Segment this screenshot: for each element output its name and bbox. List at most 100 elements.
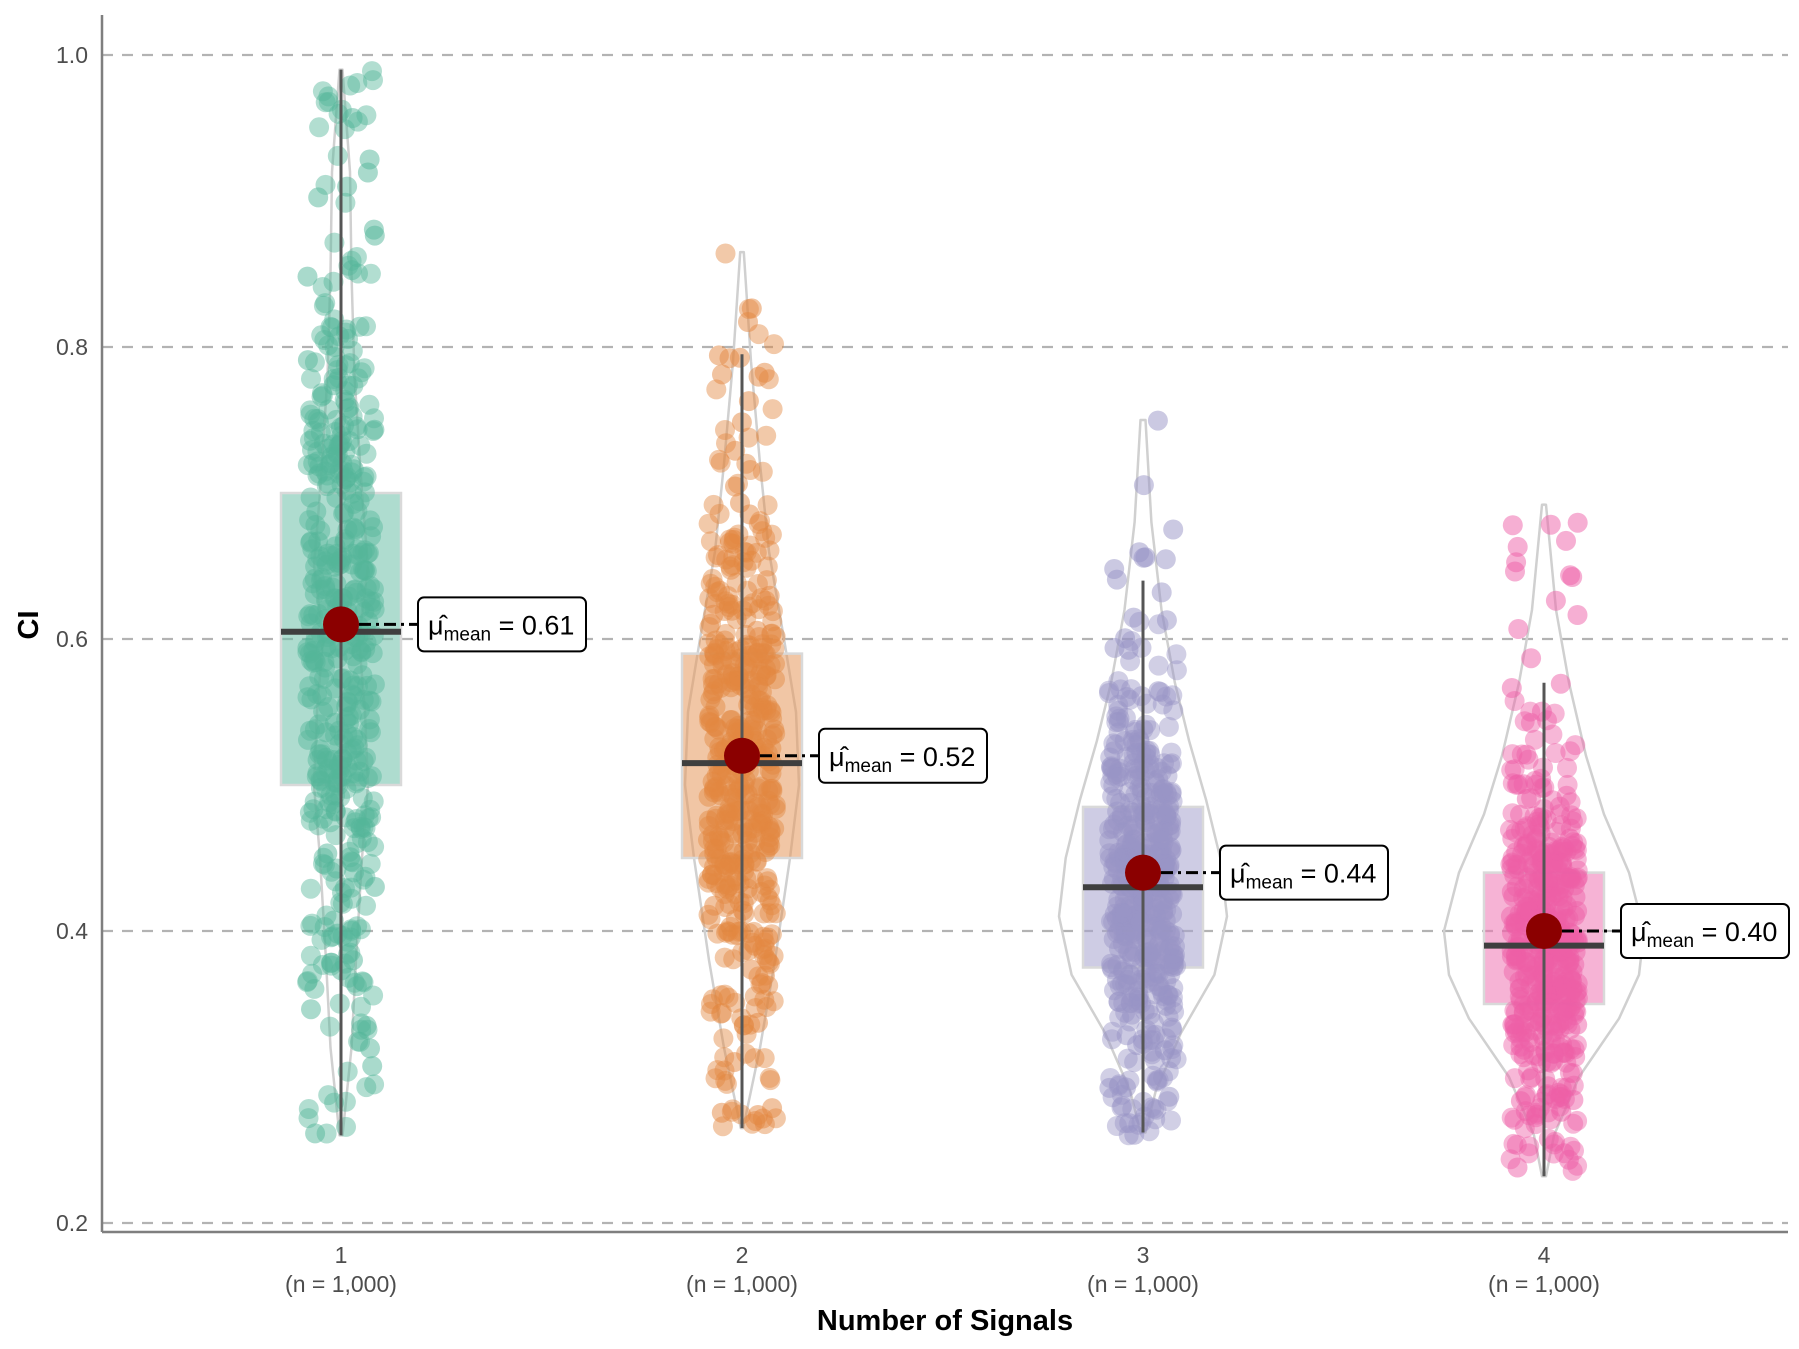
data-point-1 — [307, 684, 327, 704]
data-point-4 — [1515, 966, 1535, 987]
data-point-3 — [1104, 851, 1125, 872]
data-point-2 — [713, 1028, 734, 1049]
data-point-2 — [757, 495, 778, 516]
data-point-4 — [1506, 944, 1527, 965]
data-point-4 — [1501, 946, 1522, 967]
data-point-3 — [1135, 812, 1156, 833]
data-point-1 — [339, 841, 360, 862]
data-point-2 — [760, 820, 781, 841]
data-point-4 — [1507, 855, 1528, 876]
data-point-2 — [756, 997, 777, 1017]
data-point-2 — [702, 824, 723, 845]
data-point-1 — [364, 836, 385, 857]
data-point-3 — [1152, 894, 1173, 915]
data-point-4 — [1509, 978, 1530, 999]
data-point-2 — [715, 623, 736, 644]
data-point-4 — [1508, 619, 1529, 639]
data-point-2 — [748, 813, 769, 834]
data-point-1 — [315, 747, 336, 768]
data-point-1 — [343, 646, 364, 667]
data-point-4 — [1554, 878, 1575, 899]
data-point-1 — [362, 643, 383, 664]
data-point-2 — [748, 672, 769, 693]
data-point-4 — [1526, 971, 1547, 992]
data-point-3 — [1130, 912, 1151, 933]
data-point-1 — [332, 668, 353, 689]
data-point-2 — [723, 949, 744, 970]
data-point-4 — [1522, 1011, 1543, 1032]
data-point-2 — [709, 634, 730, 655]
data-point-2 — [700, 712, 721, 733]
data-point-3 — [1102, 786, 1123, 807]
data-point-3 — [1161, 811, 1182, 832]
data-point-3 — [1123, 823, 1144, 844]
data-point-2 — [710, 848, 731, 869]
data-point-2 — [753, 804, 774, 825]
data-point-1 — [323, 793, 344, 814]
data-point-2 — [760, 700, 781, 721]
data-point-4 — [1561, 868, 1582, 889]
data-point-1 — [342, 684, 363, 705]
data-point-2 — [759, 585, 780, 606]
data-point-1 — [298, 1099, 319, 1119]
data-point-2 — [713, 861, 734, 882]
data-point-2 — [757, 949, 777, 970]
data-point-4 — [1509, 986, 1530, 1007]
data-point-2 — [698, 810, 719, 831]
data-point-2 — [704, 843, 725, 864]
data-point-4 — [1507, 536, 1528, 557]
data-point-1 — [334, 415, 354, 436]
data-point-3 — [1163, 700, 1184, 721]
data-point-1 — [346, 750, 367, 771]
data-point-3 — [1160, 923, 1181, 944]
data-point-3 — [1110, 766, 1131, 787]
data-point-1 — [361, 766, 382, 787]
data-point-4 — [1532, 964, 1553, 984]
data-point-1 — [306, 766, 327, 787]
data-point-1 — [336, 1116, 356, 1137]
data-point-3 — [1161, 742, 1182, 763]
data-point-3 — [1156, 995, 1176, 1016]
data-point-1 — [308, 531, 329, 552]
data-point-3 — [1160, 935, 1181, 956]
data-point-4 — [1537, 983, 1558, 1004]
data-point-1 — [299, 676, 320, 697]
data-point-2 — [704, 779, 725, 800]
data-point-3 — [1103, 741, 1124, 762]
data-point-1 — [312, 685, 333, 706]
data-point-4 — [1546, 840, 1567, 861]
data-point-1 — [303, 428, 324, 448]
data-point-3 — [1154, 1040, 1175, 1061]
data-point-2 — [752, 521, 773, 542]
data-point-2 — [722, 666, 743, 687]
data-point-2 — [734, 854, 755, 875]
data-point-1 — [327, 145, 348, 166]
data-point-1 — [356, 632, 377, 653]
data-point-3 — [1155, 549, 1176, 570]
data-point-2 — [703, 604, 724, 625]
mean-label-box-2 — [818, 727, 988, 784]
data-point-1 — [309, 666, 330, 687]
data-point-1 — [308, 714, 329, 735]
data-point-2 — [765, 903, 786, 924]
data-point-3 — [1109, 906, 1130, 927]
data-point-1 — [354, 482, 375, 503]
data-point-1 — [329, 554, 350, 575]
data-point-1 — [322, 577, 343, 598]
data-point-1 — [300, 604, 321, 625]
data-point-2 — [704, 865, 725, 886]
data-point-3 — [1099, 843, 1120, 864]
data-point-2 — [729, 670, 750, 691]
data-point-3 — [1122, 818, 1143, 839]
data-point-4 — [1500, 854, 1521, 875]
data-point-3 — [1156, 610, 1177, 631]
data-point-2 — [759, 1067, 780, 1088]
data-point-3 — [1103, 775, 1124, 796]
data-point-3 — [1116, 687, 1137, 707]
data-point-3 — [1152, 828, 1173, 849]
data-point-4 — [1504, 759, 1525, 780]
data-point-3 — [1147, 789, 1168, 810]
data-point-3 — [1119, 964, 1140, 985]
data-point-2 — [738, 427, 759, 448]
